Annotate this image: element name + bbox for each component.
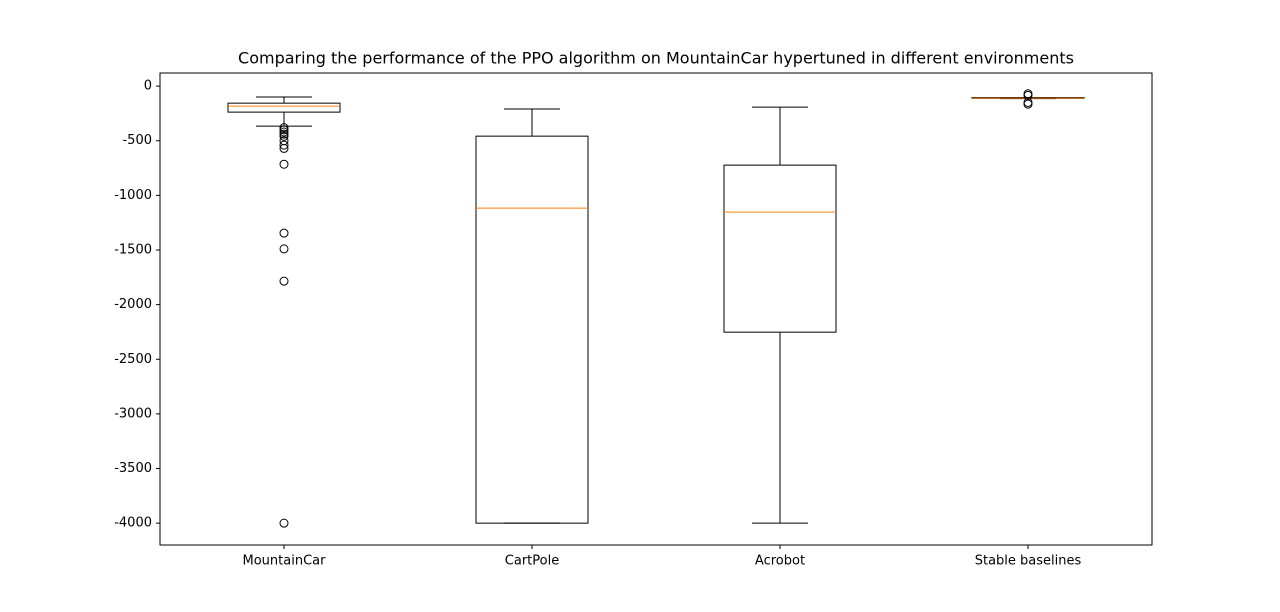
outlier [279,143,289,153]
y-tick-label: -1500 [114,243,152,258]
outlier [279,228,289,238]
outlier [279,140,289,150]
outlier [279,127,289,137]
outlier [1023,99,1033,109]
outlier [279,159,289,169]
outlier [279,123,289,133]
x-tick-label: MountainCar [243,554,327,569]
outlier [279,244,289,254]
outlier [1023,90,1033,100]
outlier [279,518,289,528]
y-tick-label: -4000 [114,516,152,531]
outlier [279,276,289,286]
outlier [279,129,289,139]
y-tick-label: -2000 [114,297,152,312]
plot-frame [159,72,1153,546]
y-tick-label: -3500 [114,461,152,476]
x-tick-label: Stable baselines [975,554,1082,569]
chart-title: Comparing the performance of the PPO alg… [238,49,1074,68]
y-tick-label: 0 [144,79,152,94]
box [475,135,589,524]
x-tick-label: CartPole [505,554,559,569]
outlier [279,125,289,135]
y-tick-label: -3000 [114,406,152,421]
outlier [279,131,289,141]
box [723,164,837,333]
y-tick-label: -500 [122,133,152,148]
box [227,102,341,113]
y-tick-label: -1000 [114,188,152,203]
y-tick-label: -2500 [114,352,152,367]
x-tick-label: Acrobot [755,554,805,569]
